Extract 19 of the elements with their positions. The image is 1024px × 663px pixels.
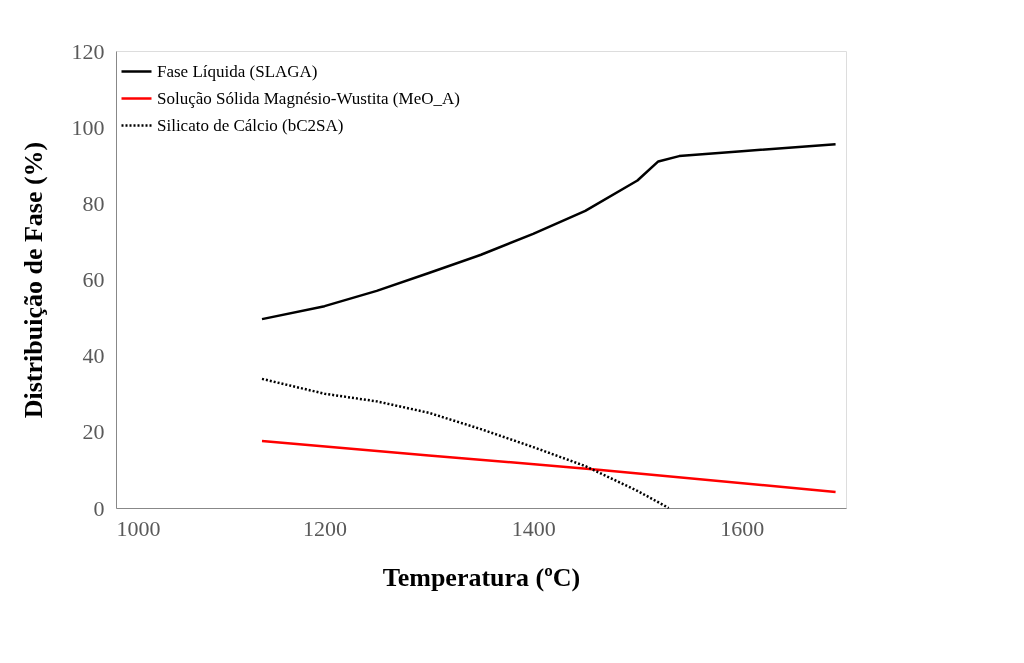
line-series [260,377,670,510]
y-tick-label: 80 [82,190,105,216]
legend-label: Silicato de Cálcio (bC2SA) [157,115,344,135]
x-tick-label: 1000 [116,515,161,541]
x-axis-title: Temperatura (ºC) [382,562,581,592]
y-tick-label: 40 [82,343,105,369]
y-tick-label: 100 [71,114,105,140]
x-tick-label: 1600 [720,515,765,541]
x-tick-label: 1400 [511,515,556,541]
legend-label: Solução Sólida Magnésio-Wustita (MeO_A) [157,88,460,108]
y-tick-label: 60 [82,267,105,292]
y-tick-label: 120 [71,38,105,64]
y-tick-label: 0 [93,495,105,521]
y-tick-label: 20 [82,419,105,445]
line-series [260,143,837,321]
line-series [260,439,837,494]
x-tick-label: 1200 [303,515,348,541]
y-axis-title: Distribuição de Fase (%) [18,141,48,419]
legend-label: Fase Líquida (SLAGA) [157,61,318,81]
